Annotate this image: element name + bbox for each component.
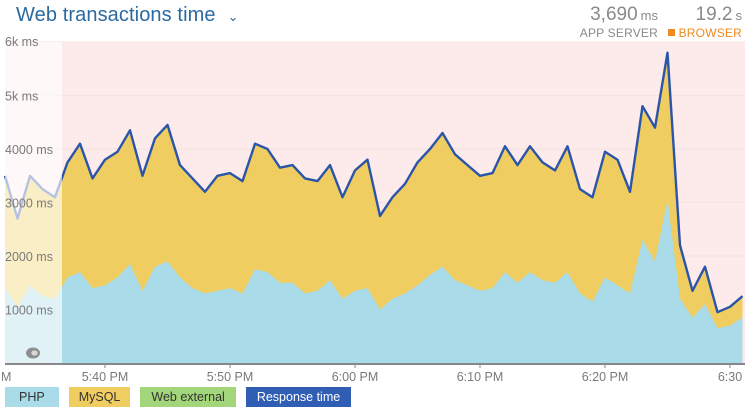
app-server-stat: 3,690 ms APP SERVER xyxy=(580,4,658,40)
browser-stat[interactable]: 19.2 s BROWSER xyxy=(667,4,743,40)
php-area xyxy=(5,199,743,363)
browser-square-icon xyxy=(667,29,675,36)
legend-response-time[interactable]: Response time xyxy=(245,387,352,407)
browser-label: BROWSER xyxy=(678,26,742,40)
svg-text:5:50 PM: 5:50 PM xyxy=(207,370,254,384)
response-time-line xyxy=(3,51,744,314)
svg-text:5k ms: 5k ms xyxy=(5,90,38,104)
chart-title: Web transactions time xyxy=(16,4,216,26)
svg-text:M: M xyxy=(1,370,11,384)
svg-text:1000 ms: 1000 ms xyxy=(5,304,53,318)
legend-mysql[interactable]: MySQL xyxy=(68,387,131,407)
app-server-value: 3,690 xyxy=(590,4,638,25)
svg-text:6:30: 6:30 xyxy=(718,370,742,384)
svg-text:3000 ms: 3000 ms xyxy=(5,197,53,211)
browser-value: 19.2 xyxy=(695,4,733,25)
x-axis-labels: M 5:40 PM 5:50 PM 6:00 PM 6:10 PM 6:20 PM 6:30 xyxy=(1,363,742,384)
svg-text:4000 ms: 4000 ms xyxy=(5,143,53,157)
web-transactions-chart[interactable]: 1000 ms 2000 ms 3000 ms 4000 ms 5k ms 6k ms M… xyxy=(0,0,750,385)
loading-ring-icon xyxy=(26,347,40,359)
svg-text:2000 ms: 2000 ms xyxy=(5,250,53,264)
app-server-unit: ms xyxy=(640,8,658,23)
faded-history-overlay xyxy=(5,42,62,363)
chart-title-dropdown[interactable]: Web transactions time ⌄ xyxy=(16,4,239,27)
svg-text:6k ms: 6k ms xyxy=(5,35,38,49)
legend-web-external[interactable]: Web external xyxy=(140,387,236,407)
y-axis-labels: 1000 ms 2000 ms 3000 ms 4000 ms 5k ms 6k ms xyxy=(5,35,53,318)
chevron-down-icon: ⌄ xyxy=(227,8,239,24)
svg-text:5:40 PM: 5:40 PM xyxy=(82,370,129,384)
svg-text:6:00 PM: 6:00 PM xyxy=(332,370,379,384)
svg-text:6:10 PM: 6:10 PM xyxy=(457,370,504,384)
browser-unit: s xyxy=(735,8,743,23)
svg-text:6:20 PM: 6:20 PM xyxy=(582,370,629,384)
chart-legend: PHP MySQL Web external Response time xyxy=(5,387,352,407)
legend-php[interactable]: PHP xyxy=(5,387,59,407)
app-server-label: APP SERVER xyxy=(579,26,658,40)
